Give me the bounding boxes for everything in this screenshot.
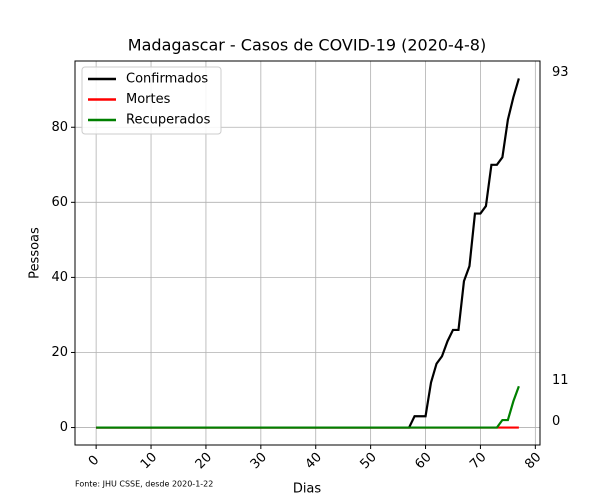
x-tick-label: 20 xyxy=(193,450,215,472)
y-tick-label: 80 xyxy=(51,120,68,135)
legend: Confirmados Mortes Recuperados xyxy=(81,66,222,135)
legend-label: Recuperados xyxy=(126,113,211,128)
source-note: Fonte: JHU CSSE, desde 2020-1-22 xyxy=(75,480,213,489)
end-value-label: 11 xyxy=(552,373,569,388)
legend-box xyxy=(81,66,222,135)
y-tick-label: 60 xyxy=(51,195,68,210)
x-tick-label: 80 xyxy=(522,450,544,472)
x-tick-label: 0 xyxy=(86,453,102,469)
end-value-label: 93 xyxy=(552,65,569,80)
x-tick-label: 60 xyxy=(412,450,434,472)
x-tick-label: 30 xyxy=(248,450,270,472)
legend-label: Mortes xyxy=(126,92,171,107)
series-line xyxy=(96,385,520,429)
x-tick-label: 70 xyxy=(467,450,489,472)
x-tick-label: 50 xyxy=(357,450,379,472)
y-tick-label: 40 xyxy=(51,270,68,285)
legend-label: Confirmados xyxy=(126,72,208,87)
y-axis-label: Pessoas xyxy=(28,227,43,279)
y-tick-label: 20 xyxy=(51,345,68,360)
y-tick-label: 0 xyxy=(60,420,68,435)
chart-title: Madagascar - Casos de COVID-19 (2020-4-8… xyxy=(128,36,486,55)
end-value-label: 0 xyxy=(552,414,560,429)
plot-frame xyxy=(74,60,541,446)
x-tick-label: 40 xyxy=(303,450,325,472)
x-tick-label: 10 xyxy=(138,450,160,472)
x-axis-label: Dias xyxy=(293,482,322,497)
